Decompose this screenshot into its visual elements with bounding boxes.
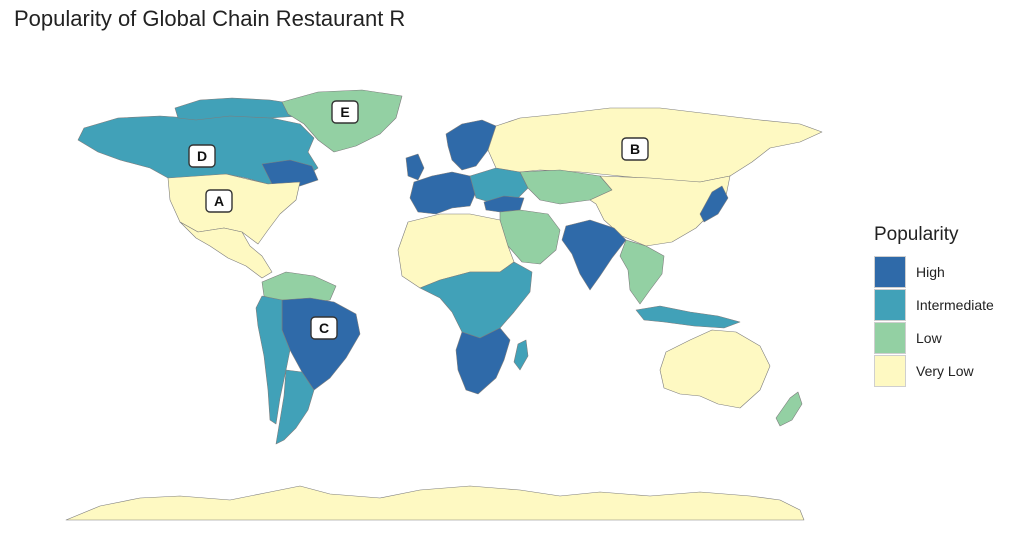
- callout-a: A: [205, 189, 233, 213]
- callout-d: D: [188, 144, 216, 168]
- country-central-africa: [419, 261, 533, 339]
- callout-e: E: [331, 100, 359, 124]
- country-madagascar: [513, 339, 529, 371]
- legend-title: Popularity: [874, 224, 959, 245]
- legend-item-very-low: Very Low: [874, 354, 1014, 387]
- country-indonesia: [635, 305, 741, 329]
- country-japan: [699, 185, 729, 223]
- country-mexico: [179, 221, 273, 279]
- country-uk-ireland: [405, 153, 425, 181]
- svg-text:E: E: [340, 104, 349, 120]
- country-peru-bolivia-chile: [255, 295, 291, 425]
- country-india: [561, 219, 627, 291]
- svg-text:B: B: [630, 141, 640, 157]
- country-southern-africa: [455, 327, 511, 395]
- legend-swatch-high: [874, 255, 906, 288]
- country-western-europe: [409, 171, 477, 215]
- legend-label-intermediate: Intermediate: [916, 296, 994, 313]
- country-southeast-asia: [619, 239, 665, 305]
- legend-label-low: Low: [916, 329, 942, 346]
- choropleth-map: A B C D E: [50, 80, 840, 530]
- legend-label-high: High: [916, 263, 945, 280]
- country-scandinavia: [445, 119, 497, 171]
- svg-text:D: D: [197, 148, 207, 164]
- legend-item-low: Low: [874, 321, 1014, 354]
- country-australia: [659, 329, 771, 409]
- map-title: Popularity of Global Chain Restaurant R: [14, 6, 406, 31]
- callout-b: B: [621, 137, 649, 161]
- country-new-zealand: [775, 391, 803, 427]
- legend-swatch-intermediate: [874, 288, 906, 321]
- country-china-mongolia: [589, 175, 731, 247]
- legend-item-intermediate: Intermediate: [874, 288, 1014, 321]
- legend-label-very-low: Very Low: [916, 362, 974, 379]
- callout-c: C: [310, 316, 338, 340]
- country-argentina: [275, 369, 315, 445]
- continent-antarctica: [65, 485, 805, 521]
- svg-text:C: C: [319, 320, 329, 336]
- map-legend: Popularity High Intermediate Low Very Lo…: [874, 224, 1014, 387]
- legend-swatch-very-low: [874, 354, 906, 387]
- legend-swatch-low: [874, 321, 906, 354]
- world-map-svg: A B C D E: [65, 89, 823, 521]
- legend-item-high: High: [874, 255, 1014, 288]
- svg-text:A: A: [214, 193, 224, 209]
- country-russia: [487, 107, 823, 183]
